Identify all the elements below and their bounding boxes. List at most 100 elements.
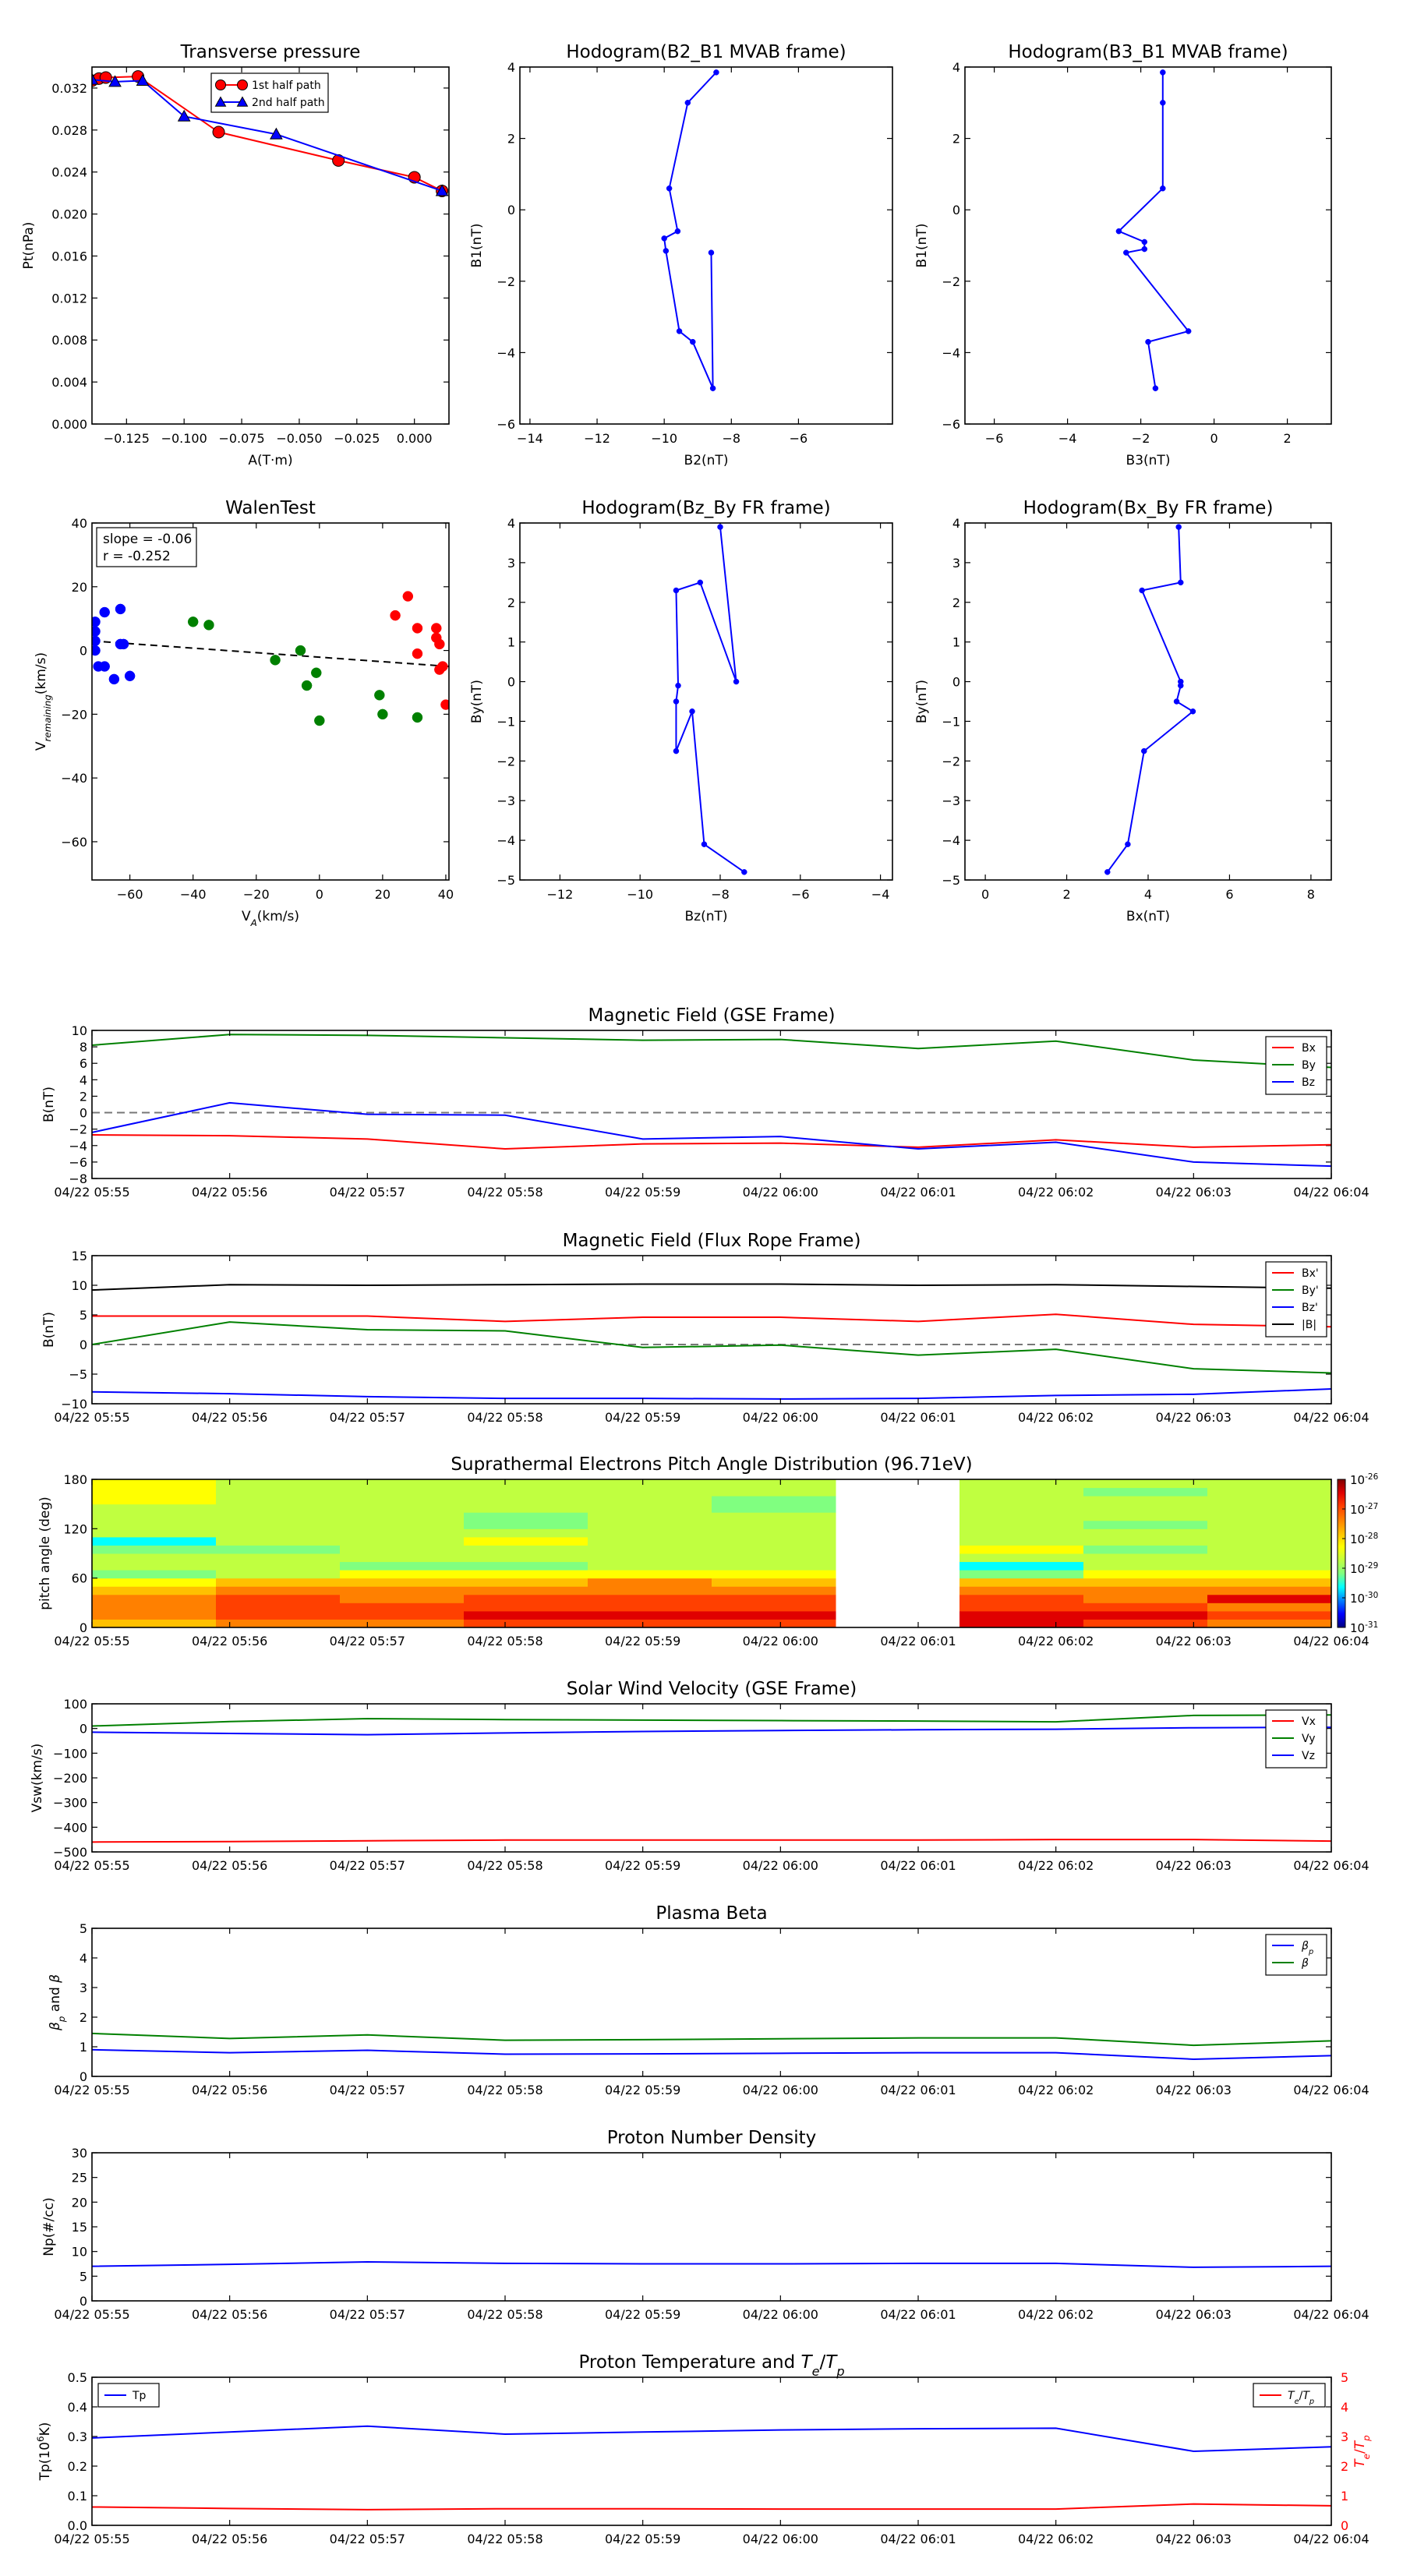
y-tick-label: 2 — [952, 132, 960, 147]
text-part: V — [34, 741, 49, 751]
plot-area — [92, 2425, 1331, 2511]
data-point — [332, 154, 345, 167]
time-tick-label: 04/22 06:00 — [743, 2307, 818, 2322]
time-tick-label: 04/22 06:04 — [1293, 1858, 1369, 1873]
time-tick-label: 04/22 06:03 — [1156, 1634, 1232, 1648]
y-tick-label: 20 — [72, 2195, 87, 2210]
chart-proton_density: Proton Number Density 0 5 10 15 20 25 30 Np(#/cc… — [41, 2128, 1369, 2322]
time-tick-label: 04/22 06:00 — [743, 2083, 818, 2097]
x-tick-label: 0 — [316, 887, 323, 902]
y-tick-label: 0 — [80, 1620, 87, 1635]
time-tick-label: 04/22 06:02 — [1018, 1410, 1094, 1425]
heatmap-cell — [712, 1561, 836, 1571]
x-tick-label: −6 — [790, 431, 808, 446]
legend-label: Vz — [1302, 1750, 1315, 1762]
heatmap-cell — [1207, 1553, 1332, 1563]
time-tick-label: 04/22 06:02 — [1018, 1185, 1094, 1200]
text-part: (km/s) — [34, 652, 49, 694]
data-point — [690, 338, 696, 345]
data-point — [1152, 385, 1159, 391]
time-tick-label: 04/22 05:55 — [54, 2532, 129, 2546]
time-tick-label: 04/22 05:56 — [192, 2307, 267, 2322]
text-part: / — [1299, 2390, 1303, 2402]
y-tick-label: −1 — [942, 714, 960, 729]
legend-label: Bx — [1302, 1042, 1316, 1055]
y-tick-label: 5 — [80, 1308, 87, 1323]
series-line — [92, 2032, 1331, 2047]
axes-frame — [91, 2152, 1332, 2302]
heatmap-cell — [216, 1504, 341, 1513]
data-point — [733, 678, 740, 685]
chart-title: WalenTest — [225, 498, 316, 518]
heatmap-cell — [1207, 1619, 1332, 1628]
heatmap-cell — [1207, 1487, 1332, 1496]
heatmap-cell — [712, 1512, 836, 1521]
axes-frame — [91, 1030, 1332, 1179]
plot-area — [92, 70, 449, 197]
heatmap-cell — [1083, 1578, 1208, 1587]
annotation-box — [96, 527, 197, 567]
data-point — [1185, 328, 1192, 334]
axes-frame — [964, 66, 1332, 425]
heatmap-cell — [959, 1586, 1084, 1595]
heatmap-cell — [464, 1545, 588, 1554]
text-part: T — [825, 2352, 838, 2373]
data-point — [741, 869, 747, 875]
data-point — [717, 524, 723, 530]
text-part: T — [1352, 2458, 1368, 2468]
text-part: Proton Temperature and — [578, 2352, 800, 2373]
y-tick-label: 0.1 — [68, 2489, 87, 2504]
x-tick-label: −10 — [651, 431, 677, 446]
text-part: / — [1352, 2449, 1368, 2454]
y-tick-label: 5 — [80, 1921, 87, 1936]
time-tick-label: 04/22 05:59 — [605, 2532, 680, 2546]
y-tick-label: −200 — [53, 1771, 87, 1786]
y-tick-label: −3 — [942, 793, 960, 808]
x-tick-label: −0.075 — [218, 431, 264, 446]
y-tick-label: 10 — [72, 1023, 87, 1038]
text-part: V — [242, 909, 251, 924]
heatmap-cell — [464, 1561, 588, 1571]
data-point — [1173, 698, 1180, 705]
x-tick-label: −4 — [871, 887, 890, 902]
x-tick-label: 4 — [1144, 887, 1152, 902]
data-point — [1160, 100, 1166, 106]
x-tick-label: 0 — [981, 887, 989, 902]
text-part: β — [48, 2022, 63, 2031]
heatmap-cell — [712, 1545, 836, 1554]
x-axis-label: B2(nT) — [684, 453, 729, 468]
y-tick-label: 120 — [63, 1521, 87, 1536]
time-tick-label: 04/22 06:00 — [743, 1410, 818, 1425]
time-tick-label: 04/22 06:01 — [880, 1410, 956, 1425]
annotation-text: slope = -0.06 — [103, 532, 192, 547]
y-tick-label: 2 — [952, 595, 960, 610]
plot-area — [92, 1714, 1331, 1843]
text-part: β — [1301, 1940, 1309, 1952]
heatmap-cell — [1083, 1520, 1208, 1529]
y-tick-label: 10 — [72, 2245, 87, 2260]
plot-area — [673, 524, 747, 875]
heatmap-cell — [1083, 1479, 1208, 1489]
time-tick-label: 04/22 05:55 — [54, 2083, 129, 2097]
heatmap-cell — [588, 1578, 712, 1587]
x-tick-label: −12 — [547, 887, 574, 902]
x-tick-label: −0.025 — [334, 431, 380, 446]
x-tick-label: 0 — [1210, 431, 1218, 446]
time-tick-label: 04/22 05:58 — [467, 2083, 542, 2097]
chart-mag_gse: Magnetic Field (GSE Frame) −8−6−4 −20 2 468 1… — [41, 1005, 1369, 1200]
heatmap-cell — [1083, 1487, 1208, 1496]
y-tick-label: −5 — [69, 1367, 87, 1382]
heatmap-cell — [712, 1504, 836, 1513]
heatmap-cell — [340, 1602, 465, 1612]
heatmap-cell — [712, 1570, 836, 1579]
heatmap-cell — [340, 1553, 465, 1563]
heatmap-cell — [216, 1496, 341, 1505]
heatmap-cell — [1083, 1545, 1208, 1554]
heatmap-cell — [1083, 1602, 1208, 1612]
axes-frame — [91, 1703, 1332, 1853]
text-part: -30 — [1365, 1591, 1378, 1600]
y-tick-label: 100 — [63, 1697, 87, 1712]
time-tick-label: 04/22 05:58 — [467, 2307, 542, 2322]
y-tick-label: 2 — [507, 595, 515, 610]
